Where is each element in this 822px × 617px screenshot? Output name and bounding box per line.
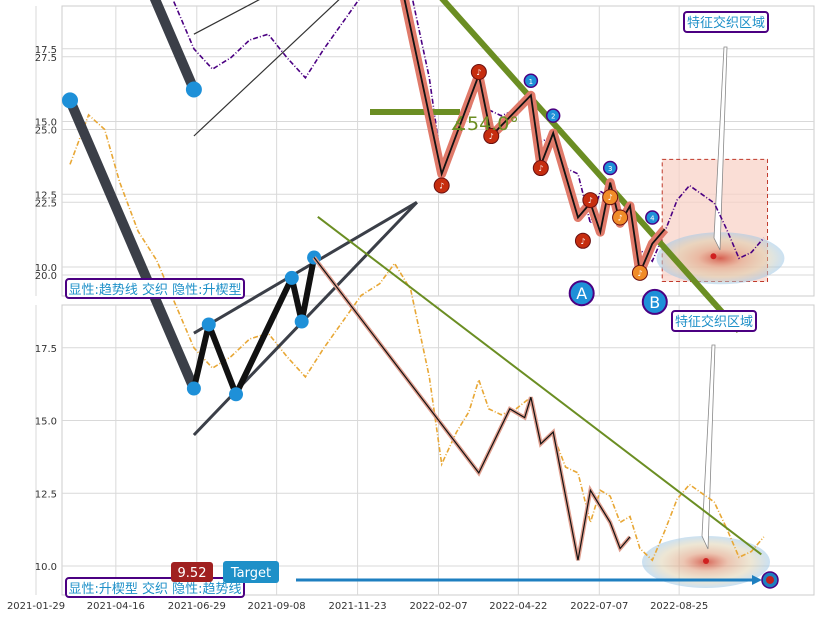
top-wave-marker-label: ♪ [439,182,444,191]
top-wave-marker [631,264,648,281]
target-value-badge: 9.52 [171,562,213,582]
top-main-trend-line [439,0,742,333]
target-label-badge: Target [223,561,279,583]
top-wave-marker [470,64,487,81]
top-point-marker [641,288,668,315]
x-tick-label: 2022-08-25 [650,601,708,612]
x-tick-label: 2022-07-07 [570,601,628,612]
x-tick-label: 2022-02-07 [409,601,467,612]
x-tick-label: 2021-04-16 [87,601,145,612]
svg-text:特征交织区域: 特征交织区域 [675,314,753,330]
top-wedge-upper-line [193,0,260,35]
x-tick-label: 2022-04-22 [489,601,547,612]
x-tick-labels: 2021-01-29 2021-04-16 2021-06-29 2021-09-08… [7,601,708,612]
svg-text:Target: Target [230,566,271,581]
top-y-tick-labels: 10.012.515.017.520.022.525.027.5 [35,45,57,274]
bottom-zigzag-point [201,317,216,332]
top-wave-marker-label: ♪ [580,237,585,246]
svg-text:显性:趋势线 交织 隐性:升楔型: 显性:趋势线 交织 隐性:升楔型 [68,282,241,298]
top-wave-number-label: 3 [608,165,612,173]
bottom-falling-line [313,257,631,561]
bottom-zigzag-point [284,270,299,285]
bottom-zigzag-point [186,381,201,396]
bottom-y-tick-label: 22.5 [35,198,57,209]
top-wave-marker-label: ♪ [489,132,494,141]
bottom-zigzag-point [294,314,309,329]
top-y-tick-label: 15.0 [35,118,57,129]
bottom-initial-trend [65,95,199,394]
bottom-y-tick-label: 12.5 [35,489,57,500]
top-point-label: A [576,284,587,303]
top-point-label: B [649,293,660,312]
bottom-y-tick-label: 20.0 [35,271,57,282]
top-wave-marker [532,160,549,177]
top-wave-marker-label: ♪ [637,269,642,278]
bottom-y-tick-label: 10.0 [35,562,57,573]
bottom-trend-line [317,216,762,556]
top-wave-number-marker [545,108,561,123]
angle-annotation: ∡54.0° [450,113,519,135]
top-wave-marker [612,209,629,226]
top-wave-number-label: 4 [650,215,655,223]
top-initial-trend [149,0,199,95]
top-wave-marker-label: ♪ [608,193,613,202]
top-wave-marker-label: ♪ [476,68,481,77]
bottom-zigzag-point [229,387,244,402]
top-point-marker [568,280,595,307]
top-zone-arrow [713,46,728,251]
top-y-tick-label: 17.5 [35,45,57,56]
top-trend-endpoint [185,81,202,98]
top-wave-number-label: 1 [529,78,533,86]
bottom-y-tick-label: 17.5 [35,344,57,355]
zone-label-bottom: 特征交织区域 [671,310,757,332]
bottom-trend-start [62,92,78,109]
top-wave-marker [483,128,500,145]
top-y-tick-label: 10.0 [35,263,57,274]
bottom-y-tick-labels: 10.0 12.5 15.0 17.5 20.0 22.5 25.0 27.5 [35,53,57,573]
caption-bottom: 显性:升楔型 交织 隐性:趋势线 [65,577,245,598]
top-wave-number-label: 2 [551,113,555,121]
bottom-chart-marks [62,92,779,589]
top-wave-marker [574,232,591,249]
bottom-zone-arrow [701,344,716,550]
zone-label-top: 特征交织区域 [683,11,769,33]
top-zone-center [710,253,717,260]
svg-text:显性:升楔型 交织 隐性:趋势线: 显性:升楔型 交织 隐性:趋势线 [68,581,241,597]
top-wave-marker-label: ♪ [618,214,623,223]
target-arrow-head [752,574,762,585]
top-wave-line [403,0,666,277]
bottom-zigzag [190,256,318,398]
bottom-y-tick-label: 15.0 [35,417,57,428]
bottom-y-tick-label: 27.5 [35,53,57,64]
top-wave-marker [602,189,619,206]
bottom-price-line [69,113,765,562]
top-wave-marker [582,192,599,209]
top-y-tick-label: 12.5 [35,190,57,201]
bottom-wedge-upper-line [193,201,418,335]
top-wave-marker [433,177,450,194]
target-point-inner [766,575,774,584]
svg-text:9.52: 9.52 [178,566,207,581]
bottom-y-tick-label: 25.0 [35,126,57,137]
top-wave-number-marker [523,73,539,89]
x-tick-label: 2021-11-23 [329,601,387,612]
caption-top: 显性:趋势线 交织 隐性:升楔型 [65,278,245,299]
svg-text:特征交织区域: 特征交织区域 [687,15,765,31]
top-wave-number-marker [645,210,660,225]
x-tick-label: 2021-06-29 [168,601,226,612]
top-wave-marker-label: ♪ [538,164,543,173]
bottom-zone-center [703,558,709,564]
top-wedge-lower-line [193,0,340,137]
top-wave-marker-label: ♪ [588,196,593,205]
x-tick-label: 2021-09-08 [248,601,306,612]
top-wave-number-marker [602,160,618,176]
x-tick-label: 2021-01-29 [7,601,65,612]
